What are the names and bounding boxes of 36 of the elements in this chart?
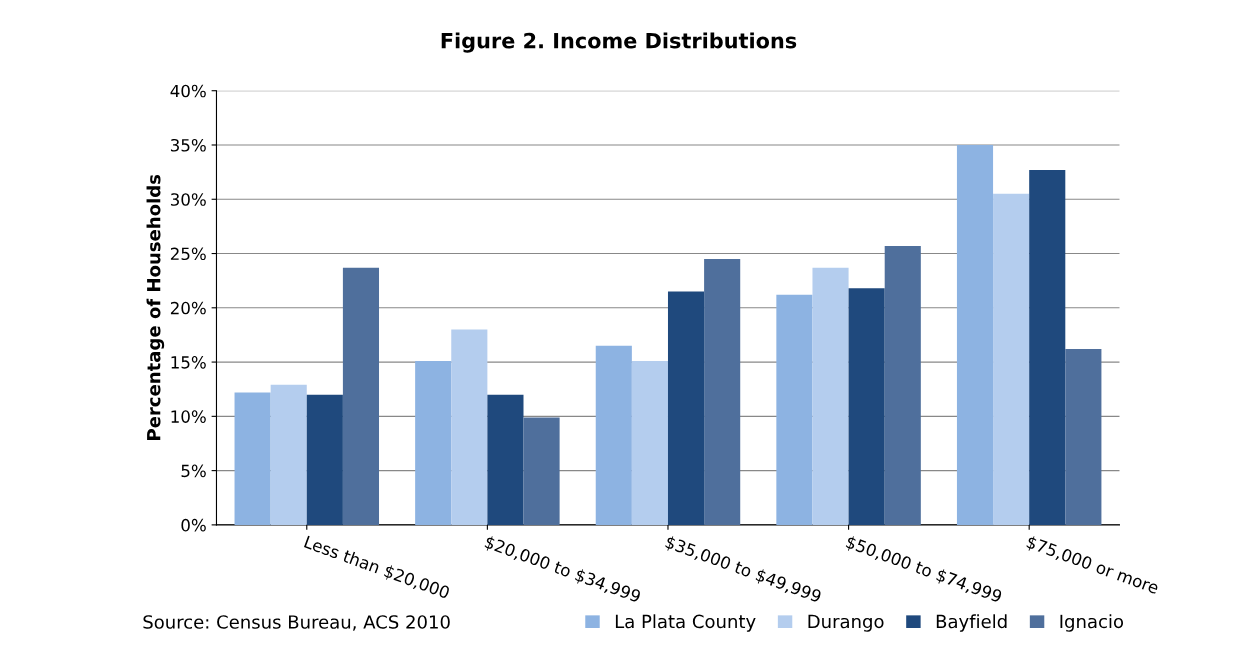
legend-label: Ignacio: [1060, 614, 1124, 632]
y-tick-label: 20%: [170, 301, 206, 315]
bar: [631, 360, 668, 525]
bar: [451, 329, 488, 525]
bar: [234, 392, 271, 525]
legend-label: Durango: [808, 614, 884, 632]
y-axis-title: Percentage of Households: [146, 174, 165, 440]
bar: [270, 384, 307, 525]
y-tick-label: 25%: [170, 247, 206, 261]
legend-label: Bayfield: [936, 614, 1007, 632]
bar: [776, 294, 813, 525]
bar: [342, 267, 380, 525]
bar: [306, 394, 343, 525]
y-tick-label: 30%: [170, 193, 206, 206]
chart-title: Figure 2. Income Distributions: [441, 32, 797, 53]
y-tick-label: 15%: [171, 356, 206, 369]
legend-label: La Plata County: [615, 614, 756, 632]
bar: [667, 291, 705, 525]
source-note: Source: Census Bureau, ACS 2010: [143, 615, 450, 631]
bar: [704, 258, 741, 525]
bar: [523, 417, 560, 525]
y-tick-label: 35%: [170, 138, 206, 152]
bar: [415, 360, 452, 525]
y-tick-label: 40%: [170, 84, 206, 98]
bar: [812, 267, 849, 525]
bar: [848, 288, 885, 525]
bar: [1065, 349, 1102, 525]
bar: [884, 245, 921, 525]
bar: [1029, 169, 1066, 525]
y-tick-label: 10%: [171, 410, 206, 423]
bar: [993, 193, 1030, 525]
bar: [595, 345, 632, 525]
bar: [487, 394, 524, 525]
y-tick-label: 5%: [181, 464, 206, 478]
y-tick-label: 0%: [181, 518, 206, 532]
bar: [956, 144, 994, 525]
